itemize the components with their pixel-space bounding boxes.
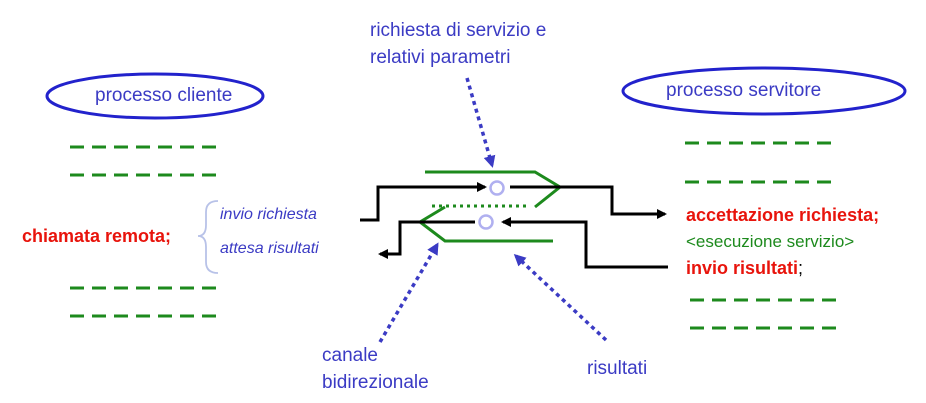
server-title: processo servitore [666,80,822,101]
send-results-line: invio risultati; [686,258,803,279]
request-annotation-line1: richiesta di servizio e [370,20,547,41]
request-flow-right [510,185,667,219]
request-flow-left [360,182,487,222]
result-flow-left [378,220,475,259]
channel-annotation-line1: canale [322,345,378,366]
results-annotation: risultati [587,358,648,379]
channel-annotation-line2: bidirezionale [322,372,429,393]
accept-request-label: accettazione richiesta; [686,205,880,225]
client-title: processo cliente [95,85,233,106]
annotation-arrows [378,77,608,343]
request-port [489,180,505,196]
client-code-lines [70,145,220,318]
result-flow-right [501,217,668,269]
server-ellipse [621,66,907,116]
remote-call-label: chiamata remota; [22,226,172,246]
execute-service-label: <esecuzione servizio> [686,232,855,251]
await-results-label: attesa risultati [220,240,319,257]
request-annotation-line2: relativi parametri [370,47,511,68]
brace [197,200,219,274]
send-request-label: invio richiesta [220,206,317,223]
server-code-lines [685,141,840,330]
channel [417,170,563,243]
result-port [478,214,494,230]
send-results-semicolon: ; [798,258,804,278]
send-results-label: invio risultati [686,258,799,278]
client-ellipse [45,72,265,120]
